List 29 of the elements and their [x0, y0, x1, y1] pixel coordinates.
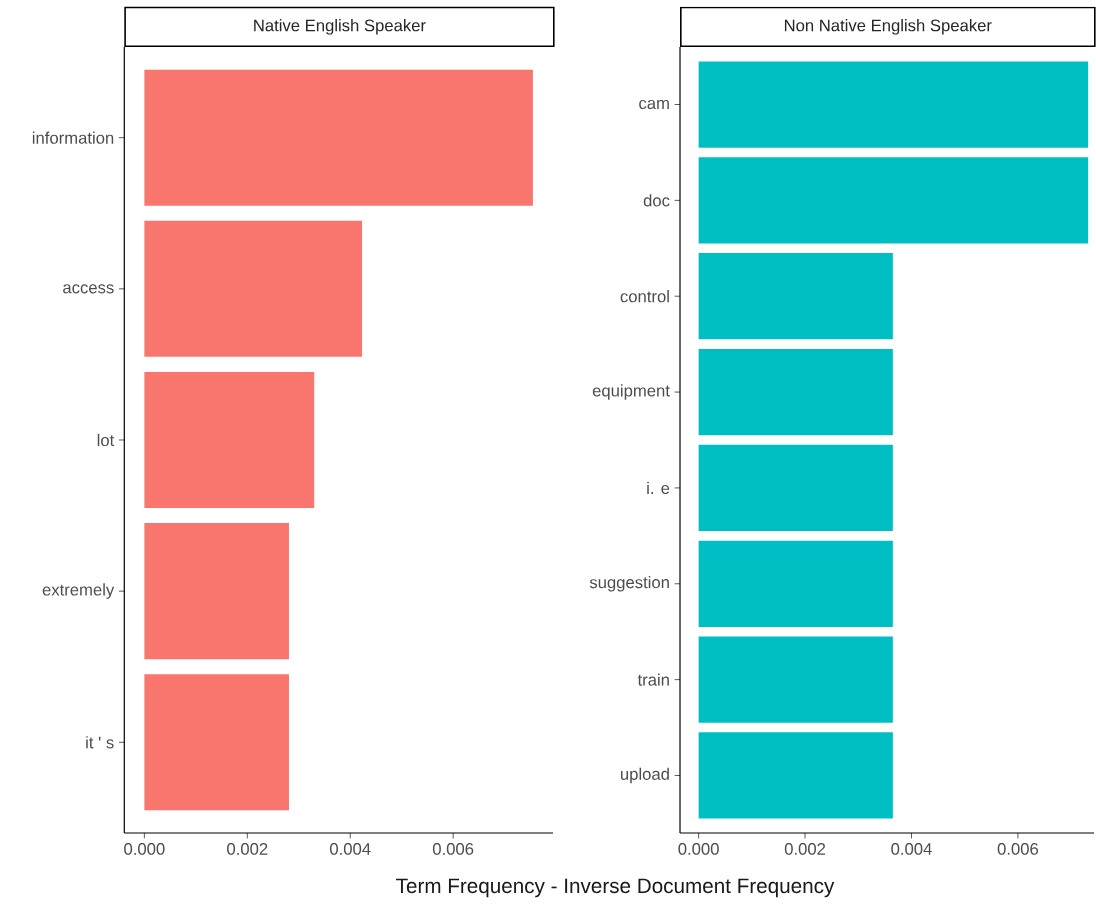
x-tick-label: 0.002	[784, 843, 826, 855]
bar	[144, 220, 363, 357]
y-tick-label: cam	[639, 99, 669, 110]
bar	[144, 371, 315, 509]
y-tick-label: extremely	[42, 583, 115, 599]
x-tick-label: 0.000	[124, 843, 165, 855]
chart-title: Non Native English Speaker	[784, 19, 992, 35]
x-tick-label: 0.006	[432, 843, 474, 855]
y-tick-label: it ' s	[86, 736, 114, 749]
bar	[144, 523, 289, 660]
x-tick-label: 0.006	[997, 843, 1039, 855]
y-tick-label: suggestion	[589, 575, 669, 592]
x-axis-title: Term Frequency - Inverse Document Frequency	[396, 878, 835, 898]
chart-title: Native English Speaker	[254, 19, 426, 35]
y-tick-label: equipment	[592, 384, 670, 400]
bar	[144, 674, 289, 811]
y-tick-label: access	[63, 284, 114, 294]
x-tick-label: 0.004	[891, 843, 932, 855]
bar	[144, 69, 533, 206]
y-tick-label: lot	[97, 433, 115, 447]
y-tick-label: control	[620, 290, 669, 303]
x-tick-label: 0.004	[330, 843, 371, 855]
x-tick-label: 0.000	[678, 843, 719, 855]
y-tick-label: i. e	[647, 481, 670, 495]
y-tick-label: train	[637, 673, 669, 686]
x-tick-label: 0.002	[227, 843, 268, 855]
y-tick-label: upload	[621, 767, 669, 784]
y-tick-label: information	[32, 131, 114, 144]
y-tick-label: doc	[643, 194, 670, 207]
